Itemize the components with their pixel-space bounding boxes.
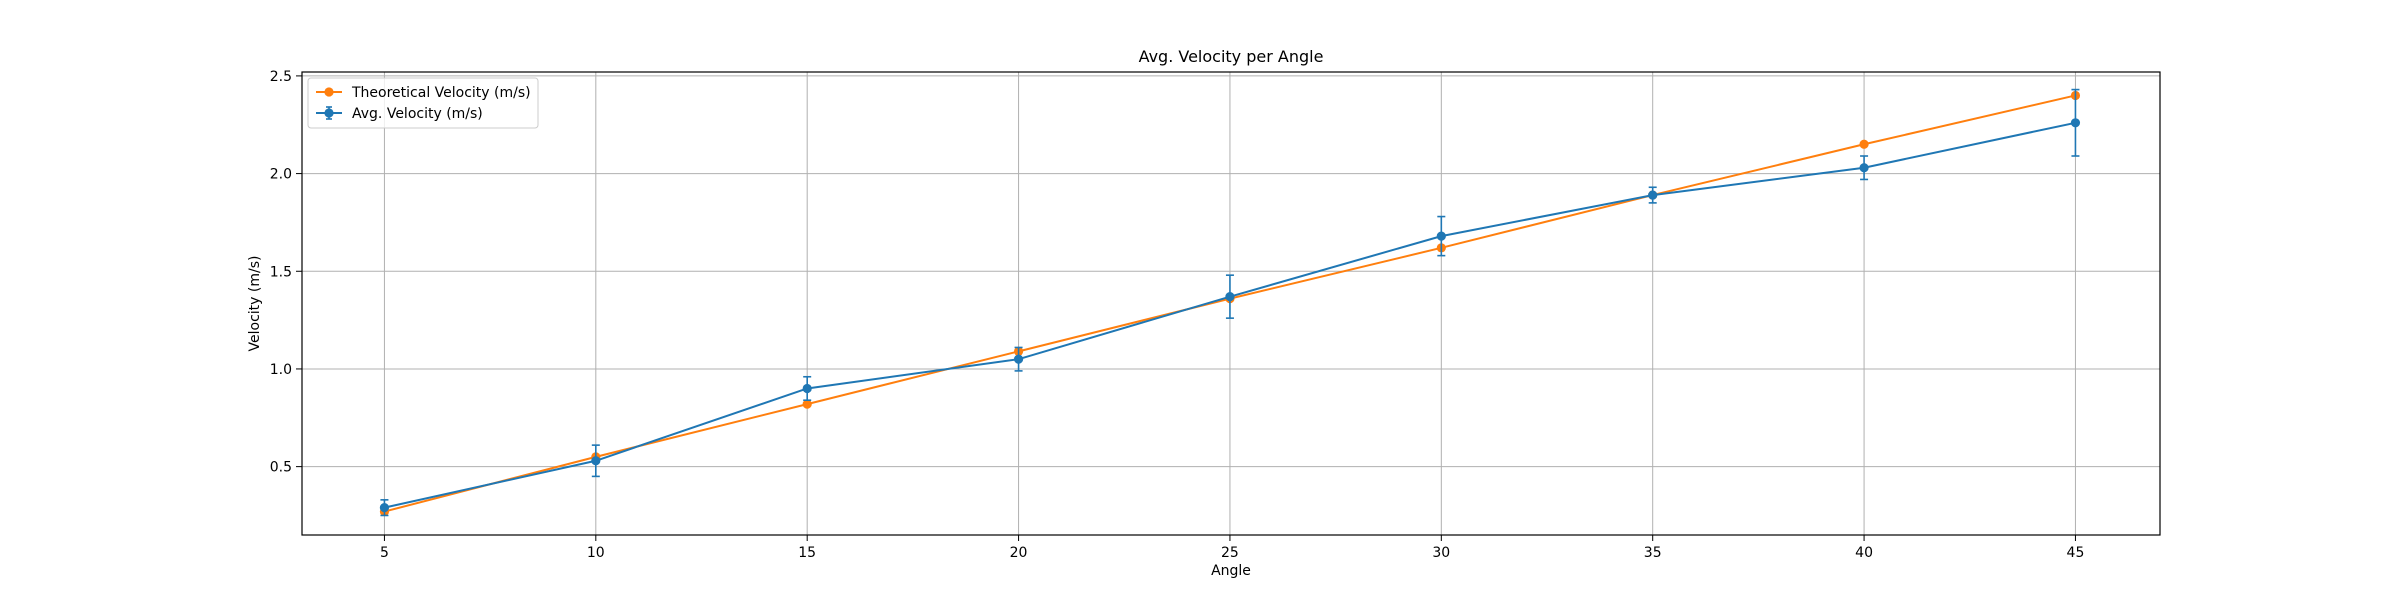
x-tick-label: 20	[1010, 545, 1028, 561]
series-average	[379, 88, 2081, 517]
data-point	[1859, 139, 1869, 149]
legend-marker	[324, 108, 334, 118]
y-tick-label: 1.0	[270, 362, 292, 378]
x-tick-label: 45	[2067, 545, 2085, 561]
y-tick-label: 1.5	[270, 264, 292, 280]
y-tick-label: 2.0	[270, 167, 292, 183]
legend-item: Avg. Velocity (m/s)	[316, 106, 483, 122]
data-point	[1225, 292, 1235, 302]
y-tick-label: 2.5	[270, 69, 292, 85]
chart-title: Avg. Velocity per Angle	[1139, 47, 1324, 66]
x-tick-label: 30	[1432, 545, 1450, 561]
x-tick-label: 25	[1221, 545, 1239, 561]
legend-item: Theoretical Velocity (m/s)	[316, 85, 531, 101]
legend-box	[307, 77, 539, 129]
y-tick-label: 0.5	[270, 460, 292, 476]
data-point	[1648, 190, 1658, 200]
plot-frame	[301, 71, 2161, 536]
data-point	[591, 456, 601, 466]
x-tick-label: 35	[1644, 545, 1662, 561]
data-point	[1436, 231, 1446, 241]
data-point	[1013, 354, 1024, 364]
legend-label: Avg. Velocity (m/s)	[352, 106, 483, 122]
legend: Theoretical Velocity (m/s) Avg. Velocity …	[307, 77, 539, 129]
x-tick-label: 15	[798, 545, 816, 561]
x-axis-label: Angle	[1211, 563, 1251, 579]
y-axis-label: Velocity (m/s)	[247, 256, 263, 352]
legend-marker	[324, 87, 334, 97]
data-point	[379, 503, 390, 513]
x-tick-label: 5	[380, 545, 389, 561]
data-point	[802, 383, 812, 394]
data-point	[802, 399, 812, 409]
data-point	[1859, 163, 1869, 173]
data-point	[2070, 118, 2081, 128]
series-layer	[379, 88, 2081, 517]
x-tick-label: 40	[1855, 545, 1873, 561]
x-tick-label: 10	[587, 545, 605, 561]
legend-label: Theoretical Velocity (m/s)	[351, 85, 531, 101]
ticks: 5 10 15 20 25 30 35 40 45 0.5 1.0 1.5 2.0 2.5	[270, 69, 2085, 561]
